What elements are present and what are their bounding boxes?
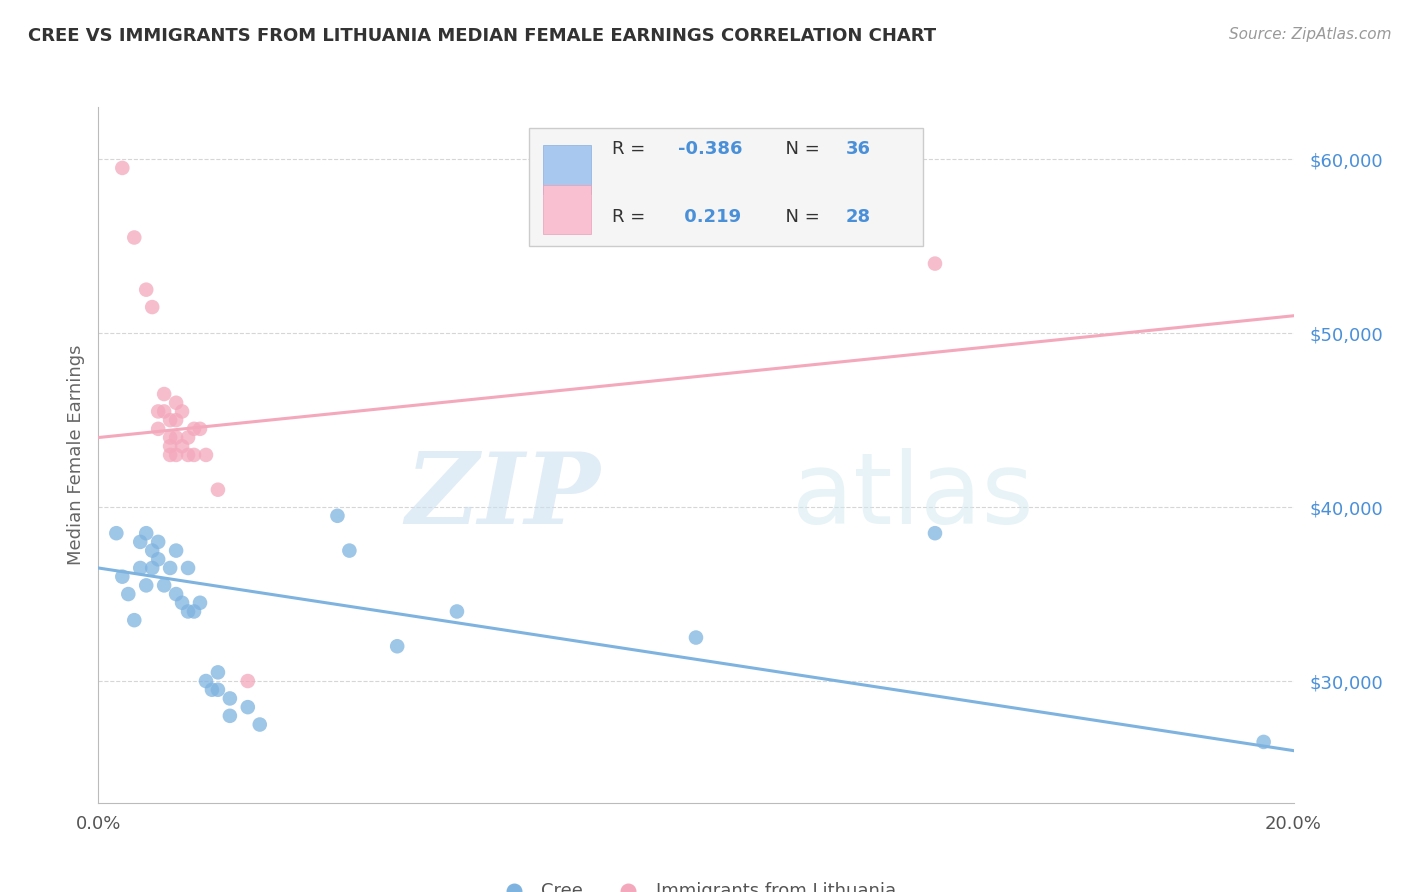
Text: ZIP: ZIP	[405, 449, 600, 545]
Point	[172, 439, 194, 453]
Point	[183, 448, 205, 462]
Point	[153, 387, 176, 401]
Point	[148, 404, 170, 418]
Point	[111, 570, 134, 584]
Point	[236, 700, 259, 714]
Y-axis label: Median Female Earnings: Median Female Earnings	[66, 344, 84, 566]
Point	[188, 596, 211, 610]
Point	[207, 665, 229, 680]
Text: R =: R =	[612, 208, 651, 226]
Point	[141, 300, 163, 314]
Point	[165, 431, 187, 445]
Point	[194, 448, 218, 462]
Point	[111, 161, 134, 175]
Point	[339, 543, 360, 558]
Point	[177, 431, 200, 445]
Text: CREE VS IMMIGRANTS FROM LITHUANIA MEDIAN FEMALE EARNINGS CORRELATION CHART: CREE VS IMMIGRANTS FROM LITHUANIA MEDIAN…	[28, 27, 936, 45]
Point	[159, 439, 181, 453]
Text: 28: 28	[845, 208, 870, 226]
Point	[219, 709, 242, 723]
Point	[165, 543, 187, 558]
Legend: Cree, Immigrants from Lithuania: Cree, Immigrants from Lithuania	[489, 874, 903, 892]
Point	[129, 535, 152, 549]
Point	[117, 587, 139, 601]
Point	[129, 561, 152, 575]
Point	[207, 483, 229, 497]
Point	[177, 561, 200, 575]
Text: atlas: atlas	[792, 448, 1033, 545]
Point	[135, 283, 157, 297]
Text: R =: R =	[612, 140, 651, 159]
Point	[159, 431, 181, 445]
Point	[177, 448, 200, 462]
Point	[177, 605, 200, 619]
FancyBboxPatch shape	[529, 128, 922, 246]
Point	[924, 526, 946, 541]
Point	[141, 561, 163, 575]
Point	[249, 717, 271, 731]
Point	[159, 448, 181, 462]
Point	[165, 448, 187, 462]
Point	[165, 396, 187, 410]
FancyBboxPatch shape	[543, 185, 591, 234]
Point	[172, 404, 194, 418]
Point	[219, 691, 242, 706]
Point	[236, 674, 259, 689]
Text: 36: 36	[845, 140, 870, 159]
Point	[326, 508, 349, 523]
Point	[165, 587, 187, 601]
Point	[148, 535, 170, 549]
Point	[153, 404, 176, 418]
Point	[201, 682, 224, 697]
Point	[446, 605, 468, 619]
Point	[924, 257, 946, 271]
Text: N =: N =	[773, 140, 825, 159]
Point	[207, 682, 229, 697]
Text: 0.219: 0.219	[678, 208, 741, 226]
Point	[141, 543, 163, 558]
Point	[105, 526, 128, 541]
Point	[159, 413, 181, 427]
Point	[1253, 735, 1275, 749]
Point	[124, 230, 146, 244]
Point	[183, 605, 205, 619]
Point	[685, 631, 707, 645]
Point	[124, 613, 146, 627]
FancyBboxPatch shape	[543, 145, 591, 194]
Point	[148, 552, 170, 566]
Text: N =: N =	[773, 208, 825, 226]
Point	[135, 578, 157, 592]
Text: -0.386: -0.386	[678, 140, 742, 159]
Point	[153, 578, 176, 592]
Point	[165, 413, 187, 427]
Text: Source: ZipAtlas.com: Source: ZipAtlas.com	[1229, 27, 1392, 42]
Point	[172, 596, 194, 610]
Point	[194, 674, 218, 689]
Point	[148, 422, 170, 436]
Point	[188, 422, 211, 436]
Point	[183, 422, 205, 436]
Point	[135, 526, 157, 541]
Point	[385, 640, 409, 654]
Point	[159, 561, 181, 575]
